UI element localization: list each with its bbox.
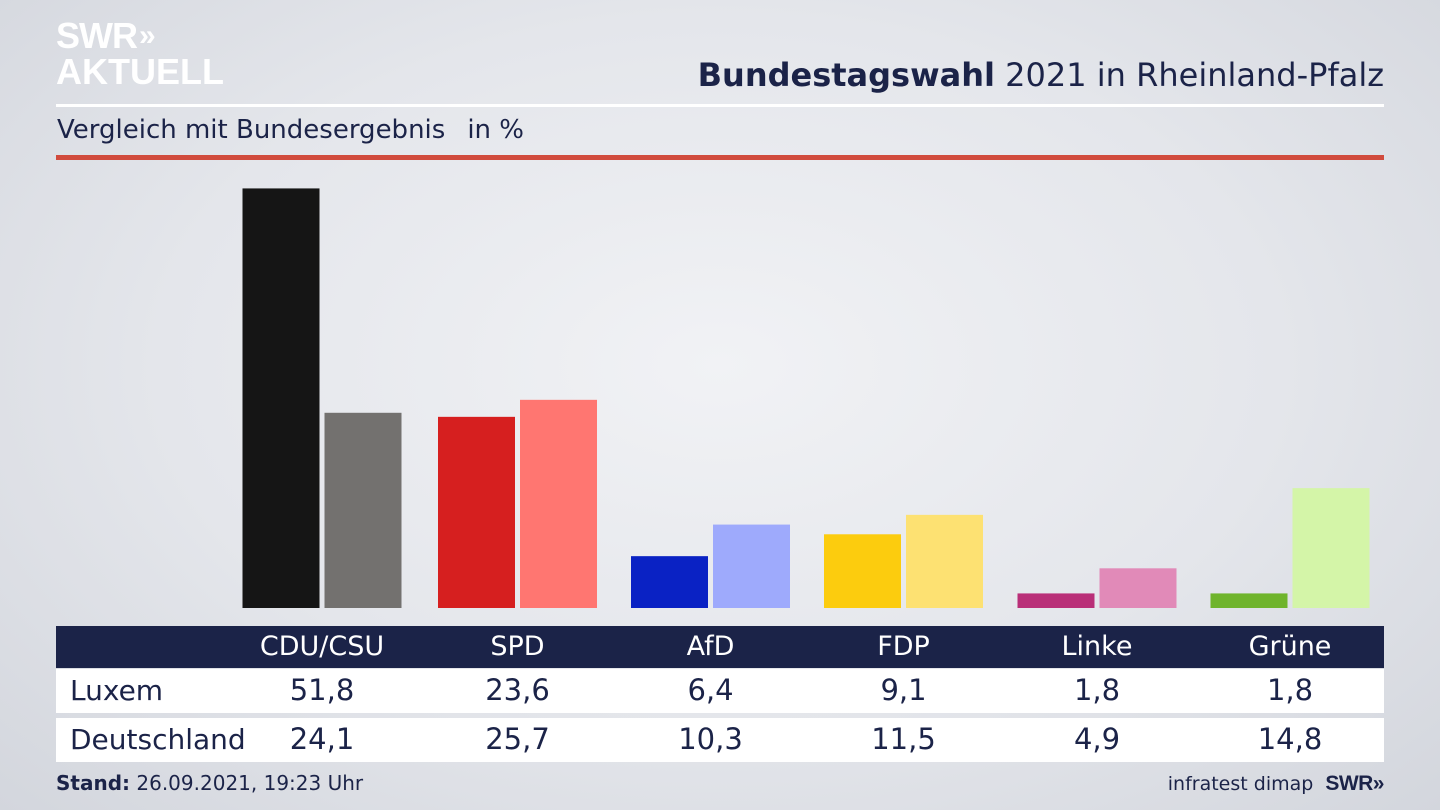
bar-fdp-deutschland	[906, 514, 983, 608]
category-label-fdp: FDP	[877, 631, 930, 662]
logo-text-aktuell: AKTUELL	[56, 51, 224, 92]
value-gruene-luxem: 1,8	[1266, 673, 1314, 707]
source-text: infratest dimap	[1167, 773, 1314, 795]
row-label-luxem: Luxem	[70, 674, 164, 707]
value-gruene-deutschland: 14,8	[1257, 722, 1323, 756]
bar-spd-deutschland	[520, 399, 597, 608]
results-table: CDU/CSU SPD AfD FDP Linke Grüne Luxem 51,8 23,…	[56, 626, 1384, 762]
table-row-deutschland: Deutschland 24,1 25,7 10,3 11,5 4,9 14,8	[56, 718, 1384, 762]
title-bold: Bundestagswahl	[697, 56, 995, 94]
stand-label: Stand:	[56, 771, 131, 795]
page-title: Bundestagswahl 2021 in Rheinland-Pfalz	[698, 56, 1384, 94]
swr-brand-logo: SWR»	[1325, 772, 1384, 795]
bar-cdu-csu-luxem	[242, 188, 320, 609]
value-spd-luxem: 23,6	[485, 673, 550, 707]
value-afd-luxem: 6,4	[687, 673, 734, 707]
category-label-afd: AfD	[686, 631, 735, 662]
bar-spd-luxem	[438, 416, 515, 608]
subtitle-text: Vergleich mit Bundesergebnis	[57, 115, 446, 145]
row-label-deutschland: Deutschland	[70, 723, 246, 756]
bar-fdp-luxem	[824, 534, 901, 608]
bar-gruene-deutschland	[1292, 488, 1370, 608]
chart-subtitle: Vergleich mit Bundesergebnis in %	[57, 115, 524, 145]
title-rest: 2021 in Rheinland-Pfalz	[1005, 56, 1384, 94]
value-linke-luxem: 1,8	[1073, 673, 1121, 707]
stand-value: 26.09.2021, 19:23 Uhr	[136, 771, 364, 795]
value-spd-deutschland: 25,7	[485, 722, 550, 756]
bar-afd-deutschland	[713, 524, 790, 608]
unit-label: in %	[467, 115, 524, 145]
logo-text-swr: SWR	[56, 15, 138, 56]
swr-aktuell-logo: SWR» AKTUELL	[56, 18, 224, 90]
value-cdu-csu-deutschland: 24,1	[289, 722, 355, 756]
source-credit: infratest dimap SWR»	[1167, 772, 1385, 796]
value-fdp-deutschland: 11,5	[871, 722, 936, 756]
bar-cdu-csu-deutschland	[324, 412, 402, 608]
timestamp: Stand: 26.09.2021, 19:23 Uhr	[56, 771, 363, 795]
bar-linke-deutschland	[1099, 568, 1177, 608]
value-afd-deutschland: 10,3	[678, 722, 743, 756]
value-cdu-csu-luxem: 51,8	[289, 673, 355, 707]
category-label-cdu-csu: CDU/CSU	[259, 631, 385, 662]
divider-red	[56, 155, 1384, 160]
category-label-spd: SPD	[490, 631, 545, 662]
bar-linke-luxem	[1017, 593, 1095, 608]
bar-gruene-luxem	[1210, 593, 1288, 608]
category-label-gruene: Grüne	[1248, 631, 1332, 662]
table-header: CDU/CSU SPD AfD FDP Linke Grüne	[56, 626, 1384, 668]
value-linke-deutschland: 4,9	[1073, 722, 1121, 756]
bar-afd-luxem	[631, 556, 708, 608]
value-fdp-luxem: 9,1	[880, 673, 927, 707]
divider-white	[56, 104, 1384, 107]
table-row-luxem: Luxem 51,8 23,6 6,4 9,1 1,8 1,8	[56, 669, 1384, 713]
category-label-linke: Linke	[1061, 631, 1133, 662]
